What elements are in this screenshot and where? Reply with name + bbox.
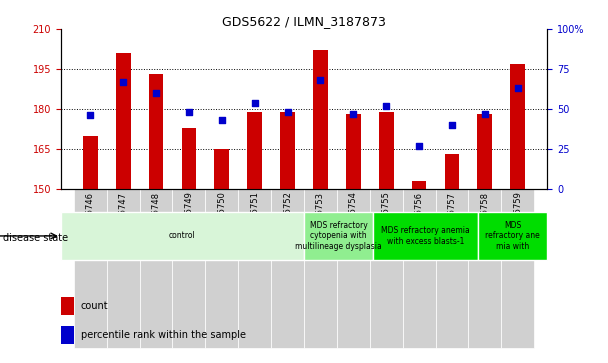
Point: [283, 109, 292, 115]
Bar: [304, 212, 373, 260]
FancyBboxPatch shape: [468, 189, 501, 348]
Bar: [280, 111, 295, 189]
FancyBboxPatch shape: [402, 189, 435, 348]
Bar: [510, 64, 525, 189]
FancyBboxPatch shape: [271, 189, 304, 348]
Text: MDS
refractory ane
mia with: MDS refractory ane mia with: [485, 221, 540, 251]
Point: [151, 90, 161, 96]
Bar: [379, 111, 393, 189]
Bar: [412, 181, 426, 189]
Text: percentile rank within the sample: percentile rank within the sample: [81, 330, 246, 340]
Text: MDS refractory anemia
with excess blasts-1: MDS refractory anemia with excess blasts…: [381, 226, 470, 246]
FancyBboxPatch shape: [74, 189, 107, 348]
Point: [513, 85, 522, 91]
FancyBboxPatch shape: [206, 189, 238, 348]
Bar: [182, 127, 196, 189]
Bar: [346, 114, 361, 189]
Title: GDS5622 / ILMN_3187873: GDS5622 / ILMN_3187873: [222, 15, 386, 28]
Point: [447, 122, 457, 128]
Point: [184, 109, 194, 115]
Bar: [478, 212, 547, 260]
FancyBboxPatch shape: [435, 189, 468, 348]
Point: [414, 143, 424, 148]
Bar: [83, 135, 98, 189]
Bar: [373, 212, 478, 260]
Text: disease state: disease state: [3, 233, 68, 243]
FancyBboxPatch shape: [140, 189, 173, 348]
FancyBboxPatch shape: [337, 189, 370, 348]
Text: count: count: [81, 301, 108, 311]
Text: MDS refractory
cytopenia with
multilineage dysplasia: MDS refractory cytopenia with multilinea…: [295, 221, 382, 251]
Bar: [247, 111, 262, 189]
Bar: [61, 212, 304, 260]
FancyBboxPatch shape: [304, 189, 337, 348]
Text: control: control: [169, 232, 196, 240]
Point: [381, 103, 391, 109]
Bar: [61, 326, 74, 344]
FancyBboxPatch shape: [173, 189, 206, 348]
Bar: [61, 297, 74, 315]
Bar: [444, 154, 459, 189]
FancyBboxPatch shape: [370, 189, 402, 348]
Bar: [149, 74, 164, 189]
FancyBboxPatch shape: [107, 189, 140, 348]
Point: [348, 111, 358, 117]
Bar: [116, 53, 131, 189]
Point: [480, 111, 489, 117]
FancyBboxPatch shape: [238, 189, 271, 348]
Bar: [313, 50, 328, 189]
Point: [217, 117, 227, 123]
Point: [86, 113, 95, 118]
Point: [250, 99, 260, 105]
Bar: [477, 114, 492, 189]
Point: [119, 79, 128, 85]
Point: [316, 77, 325, 83]
FancyBboxPatch shape: [501, 189, 534, 348]
Bar: [215, 149, 229, 189]
